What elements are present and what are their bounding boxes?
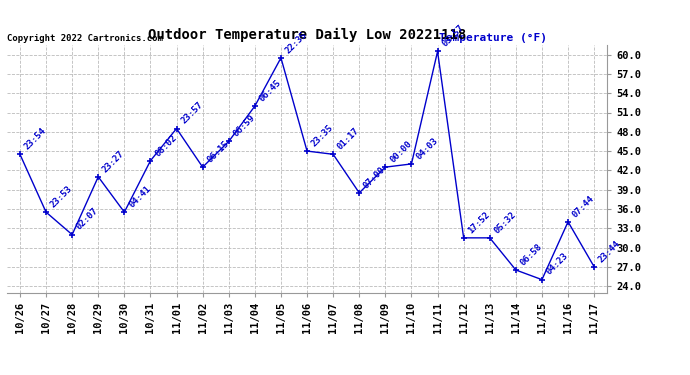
Text: 06:45: 06:45 — [257, 78, 283, 103]
Text: 04:03: 04:03 — [414, 136, 440, 161]
Text: 23:27: 23:27 — [101, 148, 126, 174]
Text: 07:00: 07:00 — [362, 165, 387, 190]
Text: 23:54: 23:54 — [23, 126, 48, 152]
Text: 23:57: 23:57 — [179, 100, 205, 126]
Text: 08:02: 08:02 — [153, 133, 179, 158]
Text: 01:17: 01:17 — [336, 126, 362, 152]
Text: 17:52: 17:52 — [466, 210, 492, 235]
Text: Temperature (°F): Temperature (°F) — [439, 33, 547, 42]
Text: 23:53: 23:53 — [49, 184, 75, 209]
Text: 06:58: 06:58 — [519, 242, 544, 267]
Text: 06:59: 06:59 — [232, 113, 257, 139]
Text: 04:23: 04:23 — [544, 252, 570, 277]
Text: 06:15: 06:15 — [206, 139, 230, 164]
Text: 05:57: 05:57 — [440, 23, 466, 49]
Text: 23:44: 23:44 — [597, 238, 622, 264]
Text: 23:35: 23:35 — [310, 123, 335, 148]
Text: 22:35: 22:35 — [284, 30, 309, 55]
Text: Copyright 2022 Cartronics.com: Copyright 2022 Cartronics.com — [7, 33, 163, 42]
Text: 04:41: 04:41 — [127, 184, 152, 209]
Text: 02:07: 02:07 — [75, 207, 100, 232]
Text: 07:44: 07:44 — [571, 194, 596, 219]
Title: Outdoor Temperature Daily Low 20221118: Outdoor Temperature Daily Low 20221118 — [148, 28, 466, 42]
Text: 05:32: 05:32 — [493, 210, 518, 235]
Text: 00:00: 00:00 — [388, 139, 413, 164]
